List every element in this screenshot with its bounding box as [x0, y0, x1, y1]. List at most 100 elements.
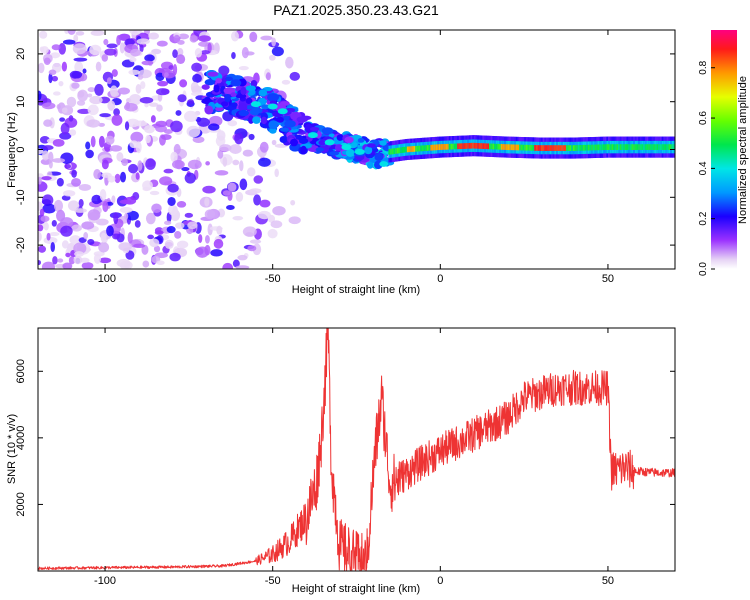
noise-speckle [179, 79, 188, 88]
noise-speckle [274, 168, 279, 178]
noise-speckle [137, 74, 144, 80]
figure-title: PAZ1.2025.350.23.43.G21 [273, 2, 439, 18]
noise-speckle [101, 172, 112, 178]
noise-speckle [116, 152, 124, 162]
band-core [596, 144, 600, 151]
noise-speckle [267, 228, 278, 239]
noise-speckle [103, 38, 109, 46]
spectrogram-y-tick-label: 20 [15, 48, 27, 60]
noise-speckle [163, 168, 174, 174]
noise-speckle [102, 201, 109, 213]
spectrogram-x-tick-label: 50 [602, 273, 614, 285]
band-core [653, 144, 657, 150]
noise-speckle [260, 35, 273, 41]
colorbar-ticks: 0.0 0.2 0.4 0.6 0.8 [698, 60, 715, 276]
signal-blob [246, 105, 254, 110]
spectrogram-x-tick-label: -100 [94, 273, 116, 285]
band-core [415, 145, 419, 152]
noise-speckle [231, 31, 239, 42]
band-core [549, 145, 553, 151]
snr-y-tick-label: 2000 [15, 492, 27, 516]
noise-speckle [41, 199, 52, 205]
band-core [462, 143, 466, 149]
noise-speckle [216, 130, 226, 141]
noise-speckle [232, 159, 240, 166]
signal-highlight [267, 103, 278, 110]
noise-speckle [105, 135, 115, 145]
band-core [495, 143, 499, 150]
signal-blob [238, 109, 250, 117]
signal-highlight [250, 101, 261, 108]
noise-speckle [123, 102, 138, 112]
noise-speckle [67, 200, 80, 211]
noise-speckle [241, 46, 249, 59]
noise-speckle [85, 141, 91, 150]
band-core [552, 145, 556, 151]
band-core [502, 144, 506, 150]
band-core [663, 144, 667, 150]
noise-speckle [129, 140, 139, 149]
signal-blob [238, 103, 248, 112]
band-core [666, 144, 670, 150]
band-core [629, 144, 634, 150]
noise-speckle [39, 30, 48, 39]
noise-speckle [175, 110, 182, 116]
noise-speckle [99, 188, 107, 201]
noise-speckle [98, 135, 105, 148]
band-core [403, 146, 407, 153]
band-core [556, 145, 560, 151]
snr-y-ticks: 2000 4000 6000 [15, 359, 675, 517]
spectrogram-marks [38, 30, 675, 269]
snr-frame [37, 327, 676, 572]
noise-speckle [38, 62, 45, 74]
band-core [649, 144, 654, 150]
noise-speckle [213, 238, 224, 249]
band-core [592, 144, 597, 151]
noise-speckle [142, 260, 150, 268]
band-core [646, 144, 650, 150]
noise-speckle [89, 44, 102, 56]
noise-speckle [87, 87, 96, 93]
signal-blob [260, 116, 268, 125]
noise-speckle [187, 99, 195, 105]
noise-speckle [160, 134, 172, 140]
noise-speckle [124, 121, 130, 131]
noise-speckle [170, 120, 183, 133]
signal-blob [321, 127, 334, 135]
signal-blob [329, 151, 340, 156]
noise-speckle [48, 72, 53, 84]
band-core [656, 144, 660, 150]
noise-speckle [145, 134, 151, 144]
band-core [601, 144, 605, 151]
noise-speckle [207, 42, 212, 54]
noise-speckle [142, 186, 151, 192]
band-core [395, 148, 399, 154]
band-core [567, 145, 571, 151]
noise-speckle [41, 176, 52, 181]
noise-speckle [226, 204, 235, 210]
noise-speckle [50, 241, 56, 253]
noise-speckle [148, 102, 159, 107]
snr-y-label: SNR (10 * v/v) [6, 414, 18, 484]
band-core [435, 144, 439, 151]
noise-speckle [87, 209, 101, 221]
noise-speckle [71, 178, 82, 187]
band-core [490, 143, 494, 150]
noise-speckle [111, 91, 120, 97]
band-core [408, 146, 412, 153]
noise-speckle [271, 37, 277, 47]
noise-speckle [116, 258, 131, 268]
snr-y-tick-label: 4000 [15, 426, 27, 450]
noise-speckle [52, 256, 58, 265]
band-core [396, 147, 401, 154]
noise-speckle [82, 68, 87, 74]
band-core [400, 147, 404, 154]
noise-speckle [106, 77, 112, 85]
noise-speckle [232, 259, 240, 268]
band-core [465, 143, 469, 149]
colorbar-tick-label: 0.6 [698, 111, 709, 125]
noise-speckle [181, 166, 190, 172]
band-core [430, 144, 434, 151]
noise-speckle [72, 43, 87, 55]
